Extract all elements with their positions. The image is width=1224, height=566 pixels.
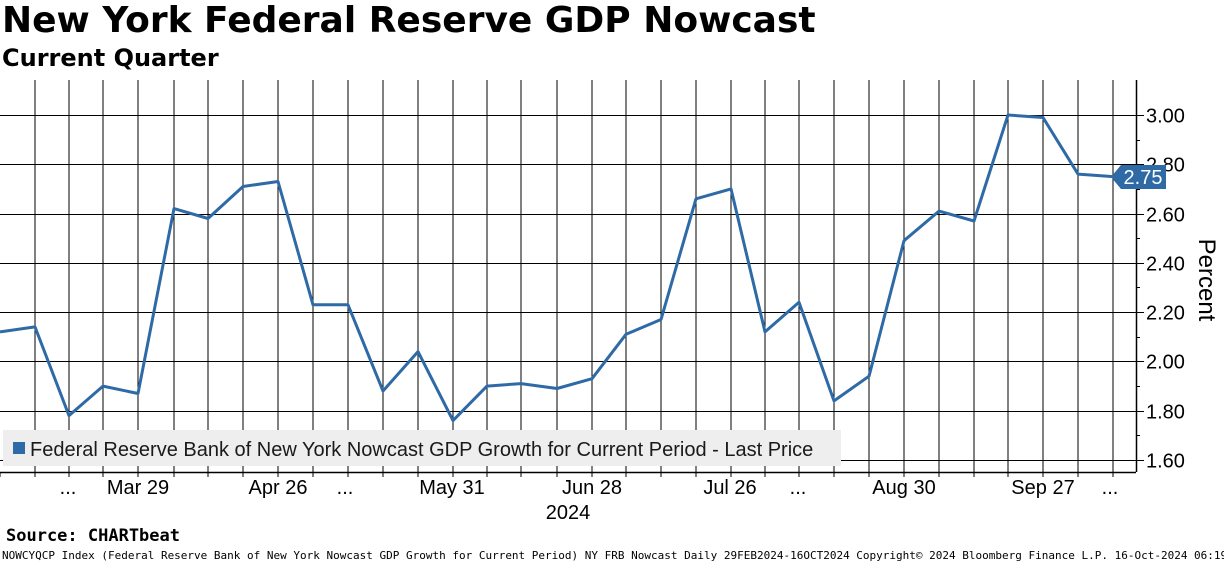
legend-background — [3, 430, 841, 466]
y-tick-label: 2.20 — [1146, 303, 1185, 325]
x-tick-label: ... — [790, 477, 807, 499]
x-tick-label: Mar 29 — [107, 477, 169, 499]
last-value-marker: 2.75 — [1111, 165, 1166, 189]
y-tick-label: 2.00 — [1146, 352, 1185, 374]
series-layer — [0, 113, 1114, 423]
y-axis-title: Percent — [1193, 239, 1220, 322]
y-tick-label: 3.00 — [1146, 106, 1185, 128]
last-value-label: 2.75 — [1124, 167, 1163, 189]
y-tick-label: 1.60 — [1146, 451, 1185, 473]
last-value-tag — [1111, 165, 1166, 189]
x-tick-label: Apr 26 — [249, 477, 308, 499]
chart-subtitle: Current Quarter — [2, 44, 219, 72]
x-tick-label: Jul 26 — [703, 477, 756, 499]
axes: 1.601.802.002.202.402.602.803.00...Mar 2… — [0, 80, 1185, 499]
y-tick-label: 2.40 — [1146, 254, 1185, 276]
grid — [0, 80, 1136, 472]
legend-label: Federal Reserve Bank of New York Nowcast… — [30, 439, 813, 461]
x-tick-label: May 31 — [419, 477, 485, 499]
footer-note: NOWCYQCP Index (Federal Reserve Bank of … — [2, 549, 1224, 562]
legend-swatch — [13, 442, 25, 454]
x-tick-label: ... — [60, 477, 77, 499]
x-tick-label: Aug 30 — [872, 477, 935, 499]
chart-title: New York Federal Reserve GDP Nowcast — [2, 0, 816, 41]
legend: Federal Reserve Bank of New York Nowcast… — [3, 430, 841, 466]
y-tick-label: 2.60 — [1146, 205, 1185, 227]
x-tick-label: Sep 27 — [1011, 477, 1074, 499]
x-tick-label: ... — [1102, 477, 1119, 499]
x-tick-label: ... — [337, 477, 354, 499]
y-tick-label: 1.80 — [1146, 402, 1185, 424]
x-axis-year-label: 2024 — [546, 502, 591, 524]
source-label: Source: CHARTbeat — [6, 526, 180, 546]
x-tick-label: Jun 28 — [562, 477, 622, 499]
